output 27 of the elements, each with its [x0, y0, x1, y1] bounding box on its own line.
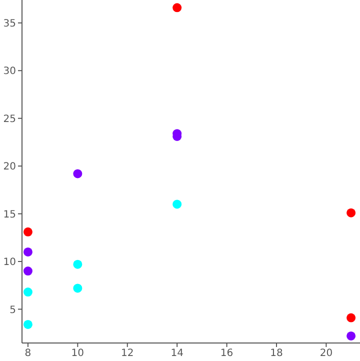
x-tick-label: 18 [270, 348, 283, 360]
y-tick-label: 35 [3, 18, 16, 30]
x-tick-label: 20 [320, 348, 333, 360]
y-tick-label: 10 [3, 257, 16, 268]
y-tick-label: 5 [10, 304, 16, 316]
y-tick-label: 15 [3, 209, 16, 220]
x-tick-label: 16 [220, 348, 234, 360]
y-tick-label: 30 [3, 66, 16, 78]
point [73, 260, 82, 269]
point [73, 284, 82, 293]
x-tick-label: 8 [24, 348, 32, 360]
x-tick-label: 14 [170, 348, 184, 360]
point [73, 169, 82, 178]
point [23, 320, 32, 329]
point [346, 208, 356, 218]
point [23, 247, 32, 256]
y-tick-label: 25 [3, 114, 16, 125]
point [23, 227, 32, 236]
point [172, 200, 182, 209]
point [346, 313, 356, 322]
x-tick-label: 12 [121, 348, 134, 360]
x-tick-label: 10 [71, 348, 84, 360]
point [23, 266, 32, 276]
point [23, 288, 32, 297]
point [172, 3, 182, 12]
point [346, 331, 356, 340]
y-tick-label: 20 [3, 162, 16, 173]
